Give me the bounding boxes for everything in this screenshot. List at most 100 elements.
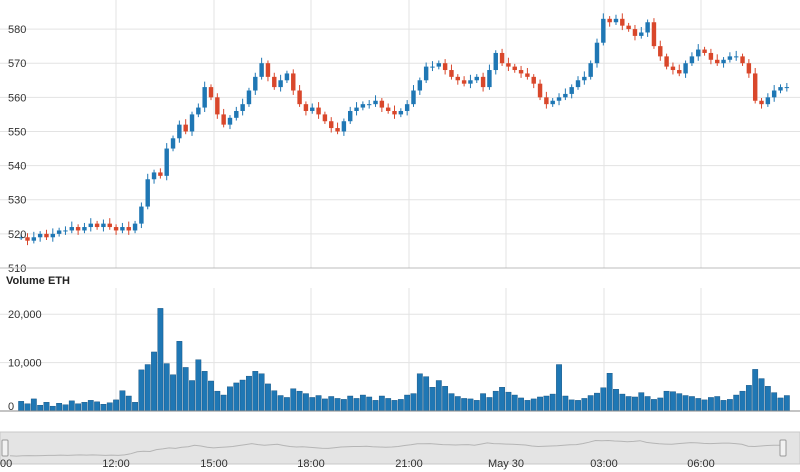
navigator-track[interactable] <box>0 431 800 465</box>
candle-body <box>284 73 290 81</box>
candle-body <box>493 52 498 71</box>
volume-y-axis: 0 10,000 20,000 <box>8 309 42 413</box>
volume-bar <box>619 393 626 412</box>
volume-bar <box>353 398 360 412</box>
volume-bar <box>632 396 638 412</box>
volume-bar <box>227 386 233 412</box>
volume-y-tick-label: 10,000 <box>8 358 42 370</box>
candle-body <box>639 32 644 36</box>
candle-body <box>594 42 600 64</box>
candle-body <box>392 110 397 115</box>
volume-bar <box>49 405 56 412</box>
volume-bar <box>625 396 632 412</box>
volume-bar <box>600 387 607 412</box>
navigator-handle-right[interactable] <box>779 439 787 457</box>
volume-bar <box>486 397 493 412</box>
volume-bar <box>296 390 303 412</box>
volume-bar <box>271 390 278 412</box>
candle-body <box>696 49 701 57</box>
candle-body <box>645 22 650 33</box>
candle-body <box>404 104 410 111</box>
volume-bar <box>94 401 100 412</box>
volume-bar <box>695 398 702 412</box>
candle-body <box>126 227 131 231</box>
time-axis-label: 06:00 <box>687 458 715 470</box>
candle-body <box>525 73 530 77</box>
candle-body <box>632 29 638 36</box>
volume-bar <box>663 390 670 412</box>
candle-body <box>658 46 663 57</box>
volume-bar <box>461 398 468 412</box>
volume-bar <box>214 390 221 412</box>
volume-bar <box>309 397 316 412</box>
volume-bar <box>132 402 138 412</box>
volume-bar <box>442 386 449 412</box>
volume-bar <box>62 404 69 412</box>
candle-body <box>544 97 549 105</box>
candle-body <box>708 52 714 60</box>
volume-bar <box>404 394 411 412</box>
volume-bar <box>385 398 392 412</box>
candle-body <box>265 63 271 77</box>
candle-body <box>512 66 517 71</box>
price-y-tick-label: 560 <box>8 92 26 104</box>
volume-bar <box>771 392 778 412</box>
candle-body <box>310 107 315 111</box>
candle-body <box>733 56 739 58</box>
volume-bar <box>328 396 335 412</box>
volume-bar <box>429 387 436 412</box>
candle-body <box>436 63 442 67</box>
time-axis-label: 03:00 <box>590 458 618 470</box>
candle-body <box>215 97 220 115</box>
candle-body <box>537 83 543 98</box>
time-axis-label: 18:00 <box>297 458 325 470</box>
volume-bar <box>562 395 569 412</box>
candle-body <box>626 25 631 30</box>
volume-bar <box>290 388 297 412</box>
volume-bar <box>189 380 195 412</box>
price-y-tick-label: 570 <box>8 58 26 70</box>
volume-bar <box>606 373 613 412</box>
volume-bar <box>378 395 385 412</box>
volume-bar <box>435 380 442 412</box>
candle-body <box>164 148 169 176</box>
volume-bar <box>372 400 379 412</box>
candle-body <box>670 66 676 71</box>
volume-bar <box>568 399 575 412</box>
candle-body <box>461 80 467 84</box>
candle-body <box>689 56 695 64</box>
candle-body <box>227 117 233 125</box>
volume-bar <box>359 394 366 412</box>
volume-bar <box>87 400 94 412</box>
candle-body <box>132 223 138 231</box>
candle-body <box>297 90 302 105</box>
candle-body <box>196 107 201 115</box>
volume-bar <box>246 375 252 412</box>
navigator-handle-left[interactable] <box>1 439 9 457</box>
volume-bar <box>644 396 651 412</box>
volume-gridlines <box>0 288 800 411</box>
volume-bar <box>733 394 740 412</box>
volume-bar <box>106 402 113 412</box>
candle-body <box>379 100 385 108</box>
volume-bar <box>125 395 132 412</box>
candle-body <box>778 87 783 91</box>
candle-body <box>221 114 226 125</box>
candle-body <box>25 237 30 241</box>
candle-body <box>145 179 150 207</box>
volume-bar <box>777 397 784 412</box>
candle-body <box>784 87 790 89</box>
candle-body <box>50 233 56 238</box>
candle-body <box>620 18 625 26</box>
candle-body <box>715 59 720 64</box>
volume-bar <box>454 396 461 412</box>
candle-body <box>170 138 176 149</box>
candle-body <box>240 104 245 111</box>
volume-bar <box>56 403 63 412</box>
volume-bar <box>334 398 341 412</box>
volume-bar <box>670 391 676 412</box>
price-y-tick-label: 550 <box>8 126 26 138</box>
volume-bar <box>594 392 600 412</box>
candle-body <box>335 128 340 132</box>
volume-bar <box>613 389 619 412</box>
